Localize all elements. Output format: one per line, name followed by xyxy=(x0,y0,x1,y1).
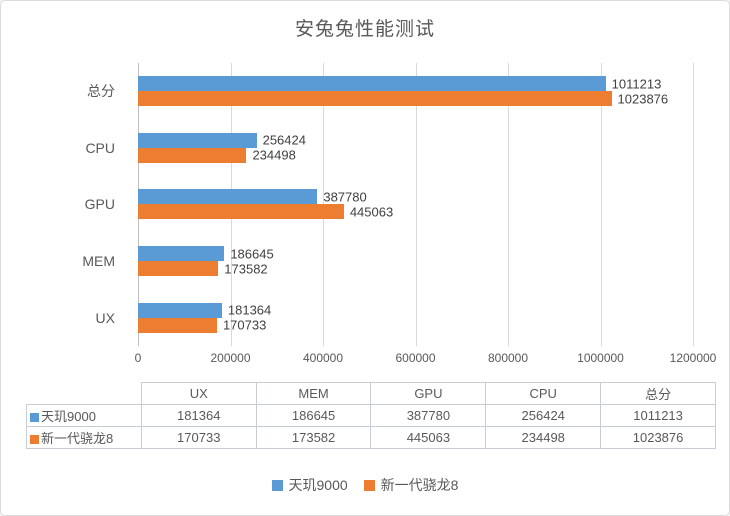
x-tick-label: 400000 xyxy=(302,351,344,365)
chart-title: 安兔兔性能测试 xyxy=(294,19,435,40)
bar-group-1: 256424 234498 xyxy=(138,120,693,177)
bar-value-label: 173582 xyxy=(224,261,268,277)
bar-s1-c4: 170733 xyxy=(138,317,266,333)
category-label: MEM xyxy=(82,253,115,270)
bar-s1-c1: 234498 xyxy=(138,147,296,163)
table-cell: 186645 xyxy=(255,404,372,427)
legend-swatch-icon xyxy=(363,479,375,491)
bar-s0-c3: 186645 xyxy=(138,246,274,262)
legend-item: 天玑9000 xyxy=(271,475,348,495)
bar-value-label: 387780 xyxy=(323,189,367,205)
table-cell: 256424 xyxy=(485,404,602,427)
category-label: CPU xyxy=(85,139,115,156)
table-header-cell: CPU xyxy=(485,382,602,405)
legend-label: 天玑9000 xyxy=(288,477,348,493)
series-marker-icon xyxy=(30,413,39,422)
plot-area: 1011213 1023876 256424 234498 387780 445063 18… xyxy=(138,63,694,346)
bar-value-label: 181364 xyxy=(227,302,272,318)
gridline xyxy=(693,63,694,346)
x-tick-label: 1200000 xyxy=(669,351,717,365)
table-header-cell xyxy=(26,382,142,405)
bar-s0-c0: 1011213 xyxy=(138,76,661,92)
table-row-label: 天玑9000 xyxy=(26,404,142,427)
bar-value-label: 186645 xyxy=(230,246,274,262)
x-tick-label: 200000 xyxy=(210,351,251,365)
table-cell: 445063 xyxy=(370,426,487,449)
legend-swatch-icon xyxy=(271,479,283,491)
legend-item: 新一代骁龙8 xyxy=(363,475,459,495)
category-label: 总分 xyxy=(87,83,115,100)
bar-value-label: 1023876 xyxy=(617,91,669,107)
table-cell: 170733 xyxy=(140,426,257,449)
series-marker-icon xyxy=(30,435,39,444)
table-header-cell: MEM xyxy=(255,382,372,405)
table-row-label: 新一代骁龙8 xyxy=(26,426,142,449)
x-tick-label: 1000000 xyxy=(577,351,624,365)
x-tick-label: 0 xyxy=(134,351,142,365)
bar-s1-c0: 1023876 xyxy=(138,91,668,107)
bar-value-label: 170733 xyxy=(222,317,267,333)
x-tick-label: 800000 xyxy=(487,351,529,365)
table-header-cell: GPU xyxy=(370,382,487,405)
table-header-cell: 总分 xyxy=(600,382,716,405)
gridline xyxy=(508,63,509,346)
bar-value-label: 234498 xyxy=(252,147,296,163)
table-header-cell: UX xyxy=(140,382,257,405)
gridline xyxy=(415,63,417,346)
bar-value-label: 1011213 xyxy=(611,76,662,92)
bar-s1-c3: 173582 xyxy=(138,261,268,277)
bar-value-label: 256424 xyxy=(262,132,306,148)
category-label: GPU xyxy=(84,196,115,213)
bar-s0-c4: 181364 xyxy=(138,302,271,318)
bar-value-label: 445063 xyxy=(349,204,394,220)
table-cell: 387780 xyxy=(370,404,487,427)
table-row: 新一代骁龙8 170733 173582 445063 234498 1023876 xyxy=(26,426,716,449)
category-axis: 总分 CPU GPU MEM UX xyxy=(1,63,128,346)
x-axis: 0 200000 400000 600000 800000 1000000 1200000 xyxy=(134,351,717,367)
category-label: UX xyxy=(95,309,115,326)
bar-s0-c1: 256424 xyxy=(138,132,306,148)
legend-label: 新一代骁龙8 xyxy=(380,477,459,493)
category-rows: 1011213 1023876 256424 234498 387780 445063 18… xyxy=(138,63,693,346)
legend: 天玑9000 新一代骁龙8 xyxy=(1,475,729,495)
bar-s1-c2: 445063 xyxy=(138,204,393,220)
bar-group-3: 186645 173582 xyxy=(138,233,693,290)
x-tick-label: 600000 xyxy=(395,351,436,365)
table-cell: 1023876 xyxy=(600,426,716,449)
table-row: 天玑9000 181364 186645 387780 256424 1011213 xyxy=(26,404,716,427)
table-cell: 234498 xyxy=(485,426,602,449)
bar-group-2: 387780 445063 xyxy=(138,176,693,233)
table-cell: 181364 xyxy=(140,404,257,427)
data-table: UX MEM GPU CPU 总分 天玑9000 181364 186645 387780 25… xyxy=(26,382,716,449)
bar-group-4: 181364 170733 xyxy=(138,289,693,346)
bar-group-0: 1011213 1023876 xyxy=(138,63,693,120)
gridline xyxy=(600,63,602,346)
table-header-row: UX MEM GPU CPU 总分 xyxy=(26,382,716,405)
table-cell: 173582 xyxy=(255,426,372,449)
bar-s0-c2: 387780 xyxy=(138,189,367,205)
table-cell: 1011213 xyxy=(600,404,716,427)
